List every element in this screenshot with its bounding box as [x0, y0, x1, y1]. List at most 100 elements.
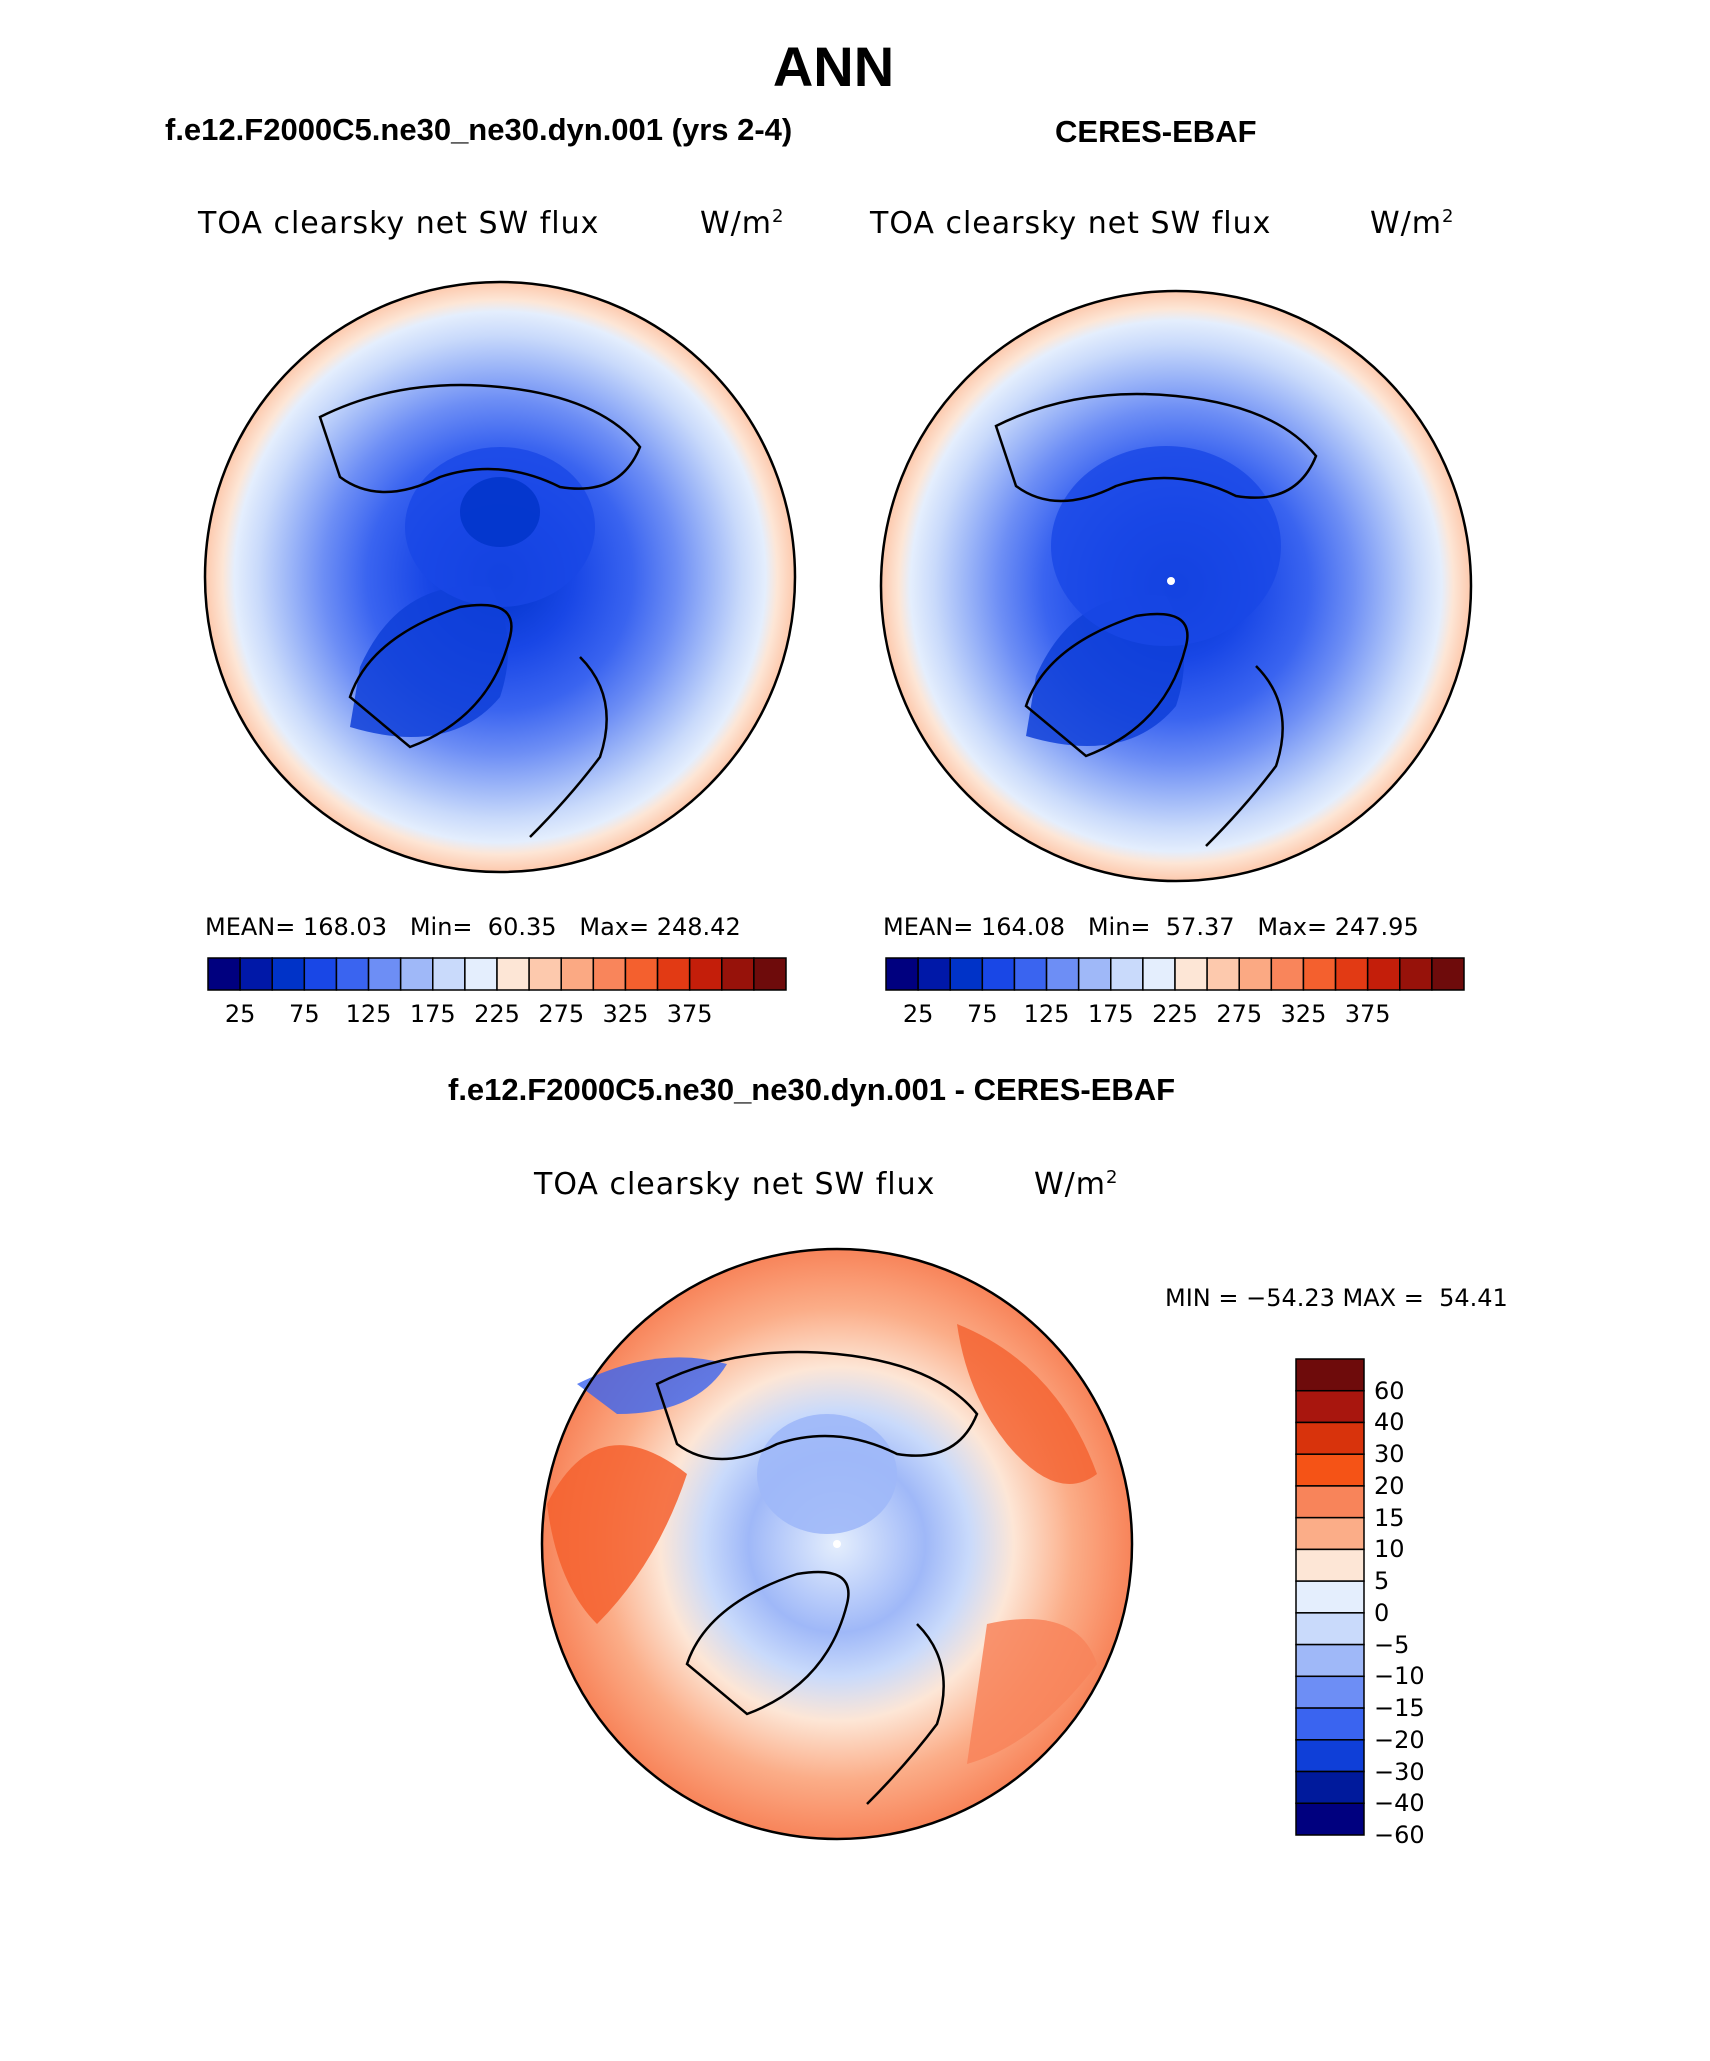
panel-3-units-label: W/m2 — [1034, 1167, 1119, 1202]
panel-2-colorbar-swatch — [1334, 957, 1369, 991]
coastline — [685, 1570, 850, 1716]
panel-3-colorbar-tick-label: 15 — [1374, 1503, 1405, 1532]
panel-3-colorbar-swatch — [1295, 1802, 1365, 1836]
panel-1-colorbar-tick-label: 325 — [602, 1000, 649, 1028]
panel-1-colorbar-swatch — [721, 957, 755, 991]
pole-marker — [1167, 577, 1175, 585]
panel-2-stats: MEAN= 164.08 Min= 57.37 Max= 247.95 — [883, 913, 1419, 941]
panel-1-map — [203, 280, 797, 874]
panel-3-colorbar-tick-label: 30 — [1374, 1440, 1405, 1469]
panel-2-colorbar-swatch — [917, 957, 951, 991]
panel-3-colorbar-swatch — [1295, 1739, 1365, 1773]
panel-2-colorbar-tick-label: 375 — [1344, 1000, 1391, 1028]
panel-1-title: f.e12.F2000C5.ne30_ne30.dyn.001 (yrs 2-4… — [165, 112, 793, 147]
panel-3-colorbar-tick-label: 5 — [1374, 1567, 1390, 1596]
panel-2-colorbar-swatch — [1431, 957, 1465, 991]
panel-1-colorbar-swatch — [432, 957, 466, 991]
panel-3-colorbar-swatch — [1295, 1770, 1365, 1805]
panel-3-title: f.e12.F2000C5.ne30_ne30.dyn.001 - CERES-… — [448, 1072, 1176, 1107]
panel-2-variable-label: TOA clearsky net SW flux — [870, 206, 1272, 241]
panel-1-colorbar-swatch — [753, 957, 787, 991]
panel-3-colorbar-swatch — [1295, 1612, 1365, 1646]
panel-1-colorbar-swatch — [688, 957, 723, 991]
panel-2-title: CERES-EBAF — [1055, 114, 1257, 149]
panel-1-colorbar-tick-label: 225 — [474, 1000, 520, 1028]
panel-1-colorbar-swatch — [496, 957, 530, 991]
panel-1-stats: MEAN= 168.03 Min= 60.35 Max= 248.42 — [205, 913, 741, 941]
coastline — [1024, 612, 1189, 758]
panel-3-colorbar-swatch — [1295, 1453, 1365, 1487]
panel-3-colorbar-swatch — [1295, 1707, 1365, 1741]
panel-2-colorbar-swatch — [1110, 957, 1144, 991]
panel-3-colorbar-swatch — [1295, 1358, 1365, 1392]
panel-2-colorbar-swatch — [1013, 957, 1048, 991]
panel-3-colorbar-tick-label: −15 — [1374, 1694, 1425, 1723]
panel-3-colorbar-swatch — [1295, 1643, 1365, 1678]
panel-2-colorbar-swatch — [1206, 957, 1240, 991]
panel-1-colorbar-swatch — [271, 957, 306, 991]
panel-2-colorbar-swatch — [1077, 957, 1112, 991]
panel-3-colorbar — [1295, 1358, 1365, 1836]
greenland-shape — [350, 586, 508, 737]
panel-2-map — [879, 289, 1473, 883]
panel-3-colorbar-tick-label: 10 — [1374, 1535, 1405, 1564]
panel-3-colorbar-tick-label: 0 — [1374, 1598, 1390, 1627]
panel-1-colorbar-swatch — [656, 957, 691, 991]
panel-2-colorbar-tick-label: 75 — [967, 1000, 998, 1028]
panel-3-colorbar-swatch — [1295, 1485, 1365, 1519]
panel-2-colorbar-swatch — [1302, 957, 1337, 991]
panel-2-units-label: W/m2 — [1370, 206, 1455, 241]
panel-3-colorbar-tick-label: −40 — [1374, 1789, 1425, 1818]
panel-3-colorbar-swatch — [1295, 1421, 1365, 1455]
panel-3-colorbar-tick-label: −5 — [1374, 1630, 1410, 1659]
panel-1-colorbar-tick-label: 275 — [538, 1000, 585, 1028]
panel-2-colorbar-swatch — [949, 957, 984, 991]
panel-3-colorbar-swatch — [1295, 1580, 1365, 1614]
figure-title: ANN — [772, 35, 895, 98]
panel-2-colorbar-tick-label: 175 — [1087, 1000, 1134, 1028]
panel-1-colorbar-swatch — [239, 957, 273, 991]
panel-3-stats: MIN = −54.23 MAX = 54.41 — [1165, 1284, 1508, 1312]
panel-1-variable-label: TOA clearsky net SW flux — [198, 206, 600, 241]
panel-3-colorbar-swatch — [1295, 1548, 1365, 1582]
panel-3-colorbar-swatch — [1295, 1675, 1365, 1709]
panel-1-colorbar-swatch — [335, 957, 370, 991]
coastline — [348, 603, 513, 749]
panel-1-colorbar-swatch — [560, 957, 595, 991]
panel-1-colorbar-swatch — [303, 957, 338, 991]
panel-3-colorbar-swatch — [1295, 1516, 1365, 1551]
panel-2-colorbar-swatch — [1399, 957, 1433, 991]
panel-1-colorbar-swatch — [528, 957, 562, 991]
panel-2-colorbar-tick-label: 125 — [1023, 1000, 1070, 1028]
panel-2-colorbar-swatch — [1238, 957, 1273, 991]
panel-3-colorbar-swatch — [1295, 1389, 1365, 1424]
panel-1-colorbar — [207, 957, 787, 991]
panel-1-colorbar-tick-label: 375 — [666, 1000, 713, 1028]
panel-2-colorbar-tick-label: 25 — [902, 1000, 934, 1028]
panel-2-colorbar-swatch — [885, 957, 919, 991]
panel-2-colorbar — [885, 957, 1465, 991]
panel-3-colorbar-tick-label: 40 — [1374, 1408, 1405, 1437]
panel-3-colorbar-tick-label: −30 — [1374, 1757, 1425, 1786]
panel-3-colorbar-tick-label: −20 — [1374, 1725, 1425, 1754]
panel-2-colorbar-swatch — [981, 957, 1016, 991]
panel-1-colorbar-tick-label: 75 — [289, 1000, 320, 1028]
panel-1-colorbar-swatch — [592, 957, 627, 991]
panel-3-variable-label: TOA clearsky net SW flux — [534, 1167, 936, 1202]
panel-2-colorbar-tick-label: 275 — [1216, 1000, 1263, 1028]
panel-3-colorbar-tick-label: −60 — [1374, 1821, 1425, 1849]
panel-1-units-label: W/m2 — [700, 206, 785, 241]
panel-1-colorbar-tick-label: 125 — [345, 1000, 392, 1028]
panel-3-colorbar-tick-label: −10 — [1374, 1662, 1425, 1691]
panel-2-colorbar-swatch — [1270, 957, 1305, 991]
panel-1-colorbar-swatch — [464, 957, 498, 991]
panel-3-colorbar-tick-label: 20 — [1374, 1471, 1405, 1500]
panel-1-colorbar-swatch — [367, 957, 402, 991]
panel-1-colorbar-tick-label: 175 — [409, 1000, 456, 1028]
panel-2-colorbar-swatch — [1142, 957, 1176, 991]
panel-1-colorbar-swatch — [399, 957, 434, 991]
panel-3-colorbar-tick-label: 60 — [1374, 1376, 1405, 1405]
panel-2-colorbar-swatch — [1045, 957, 1080, 991]
panel-2-colorbar-swatch — [1174, 957, 1208, 991]
panel-2-colorbar-tick-label: 325 — [1280, 1000, 1327, 1028]
